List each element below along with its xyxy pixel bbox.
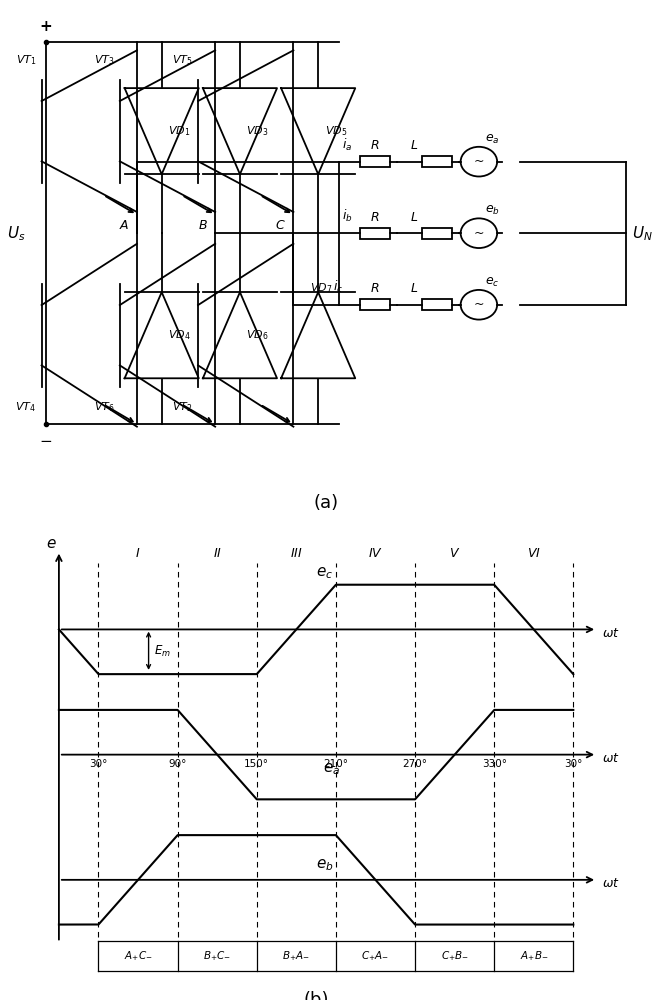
- Text: $IV$: $IV$: [368, 547, 383, 560]
- Text: 150°: 150°: [244, 759, 269, 769]
- Text: ~: ~: [473, 298, 484, 311]
- Text: $A_{+}C_{-}$: $A_{+}C_{-}$: [124, 949, 153, 963]
- Text: $B$: $B$: [198, 219, 207, 232]
- Text: $U_s$: $U_s$: [7, 224, 25, 243]
- Text: $B_{+}C_{-}$: $B_{+}C_{-}$: [203, 949, 231, 963]
- Text: $-$: $-$: [39, 432, 52, 447]
- Text: $VT_{2}$: $VT_{2}$: [172, 400, 193, 414]
- Text: $e_c$: $e_c$: [485, 276, 500, 289]
- Text: (b): (b): [303, 991, 329, 1000]
- Text: $\omega t$: $\omega t$: [602, 752, 620, 765]
- Text: (a): (a): [314, 494, 338, 512]
- Bar: [360, 228, 390, 238]
- Text: $V$: $V$: [449, 547, 460, 560]
- Text: $R$: $R$: [370, 211, 379, 224]
- Text: $II$: $II$: [213, 547, 222, 560]
- Text: $i_b$: $i_b$: [342, 208, 353, 224]
- Bar: [360, 156, 390, 167]
- Text: $i_c$: $i_c$: [333, 279, 343, 295]
- Text: $VT_{3}$: $VT_{3}$: [94, 53, 115, 67]
- Text: $VT_{6}$: $VT_{6}$: [94, 400, 115, 414]
- Text: $VD_{5}$: $VD_{5}$: [325, 124, 347, 138]
- Text: $C$: $C$: [275, 219, 286, 232]
- Text: $e_b$: $e_b$: [316, 857, 334, 873]
- Text: $L$: $L$: [410, 282, 419, 295]
- Text: $VD_{1}$: $VD_{1}$: [168, 124, 190, 138]
- Text: $\omega t$: $\omega t$: [602, 627, 620, 640]
- Text: $A$: $A$: [119, 219, 129, 232]
- Text: $e_b$: $e_b$: [485, 204, 500, 217]
- Text: 30°: 30°: [564, 759, 582, 769]
- Text: $i_a$: $i_a$: [342, 137, 353, 153]
- Text: $e$: $e$: [46, 536, 56, 551]
- Text: ~: ~: [473, 227, 484, 240]
- Text: $III$: $III$: [290, 547, 303, 560]
- Text: $VD_7$: $VD_7$: [310, 281, 333, 295]
- Text: $L$: $L$: [410, 211, 419, 224]
- Text: 90°: 90°: [168, 759, 187, 769]
- Text: $VD_{3}$: $VD_{3}$: [246, 124, 269, 138]
- Text: $VT_{5}$: $VT_{5}$: [172, 53, 193, 67]
- Text: $e_a$: $e_a$: [323, 761, 340, 777]
- Text: $U_N$: $U_N$: [632, 224, 652, 243]
- Text: 30°: 30°: [89, 759, 108, 769]
- Bar: [360, 299, 390, 310]
- Text: $B_{+}A_{-}$: $B_{+}A_{-}$: [282, 949, 310, 963]
- Text: +: +: [39, 19, 52, 34]
- Text: 210°: 210°: [323, 759, 348, 769]
- Text: $e_a$: $e_a$: [485, 133, 500, 146]
- Text: $E_m$: $E_m$: [154, 644, 171, 659]
- Text: $C_{+}A_{-}$: $C_{+}A_{-}$: [361, 949, 389, 963]
- Text: $VI$: $VI$: [527, 547, 541, 560]
- Text: ~: ~: [473, 155, 484, 168]
- Text: $VD_{4}$: $VD_{4}$: [168, 328, 191, 342]
- Text: $R$: $R$: [370, 139, 379, 152]
- Bar: [422, 228, 452, 238]
- Text: 270°: 270°: [402, 759, 428, 769]
- Text: $C_{+}B_{-}$: $C_{+}B_{-}$: [441, 949, 469, 963]
- Text: $VD_{6}$: $VD_{6}$: [246, 328, 269, 342]
- Text: $L$: $L$: [410, 139, 419, 152]
- Text: $VT_{1}$: $VT_{1}$: [16, 53, 37, 67]
- Bar: [422, 156, 452, 167]
- Text: $VT_{4}$: $VT_{4}$: [16, 400, 37, 414]
- Text: $e_c$: $e_c$: [316, 565, 333, 581]
- Text: $\omega t$: $\omega t$: [602, 877, 620, 890]
- Text: $A_{+}B_{-}$: $A_{+}B_{-}$: [520, 949, 548, 963]
- Text: $R$: $R$: [370, 282, 379, 295]
- Bar: [422, 299, 452, 310]
- Text: 330°: 330°: [482, 759, 507, 769]
- Text: $I$: $I$: [136, 547, 141, 560]
